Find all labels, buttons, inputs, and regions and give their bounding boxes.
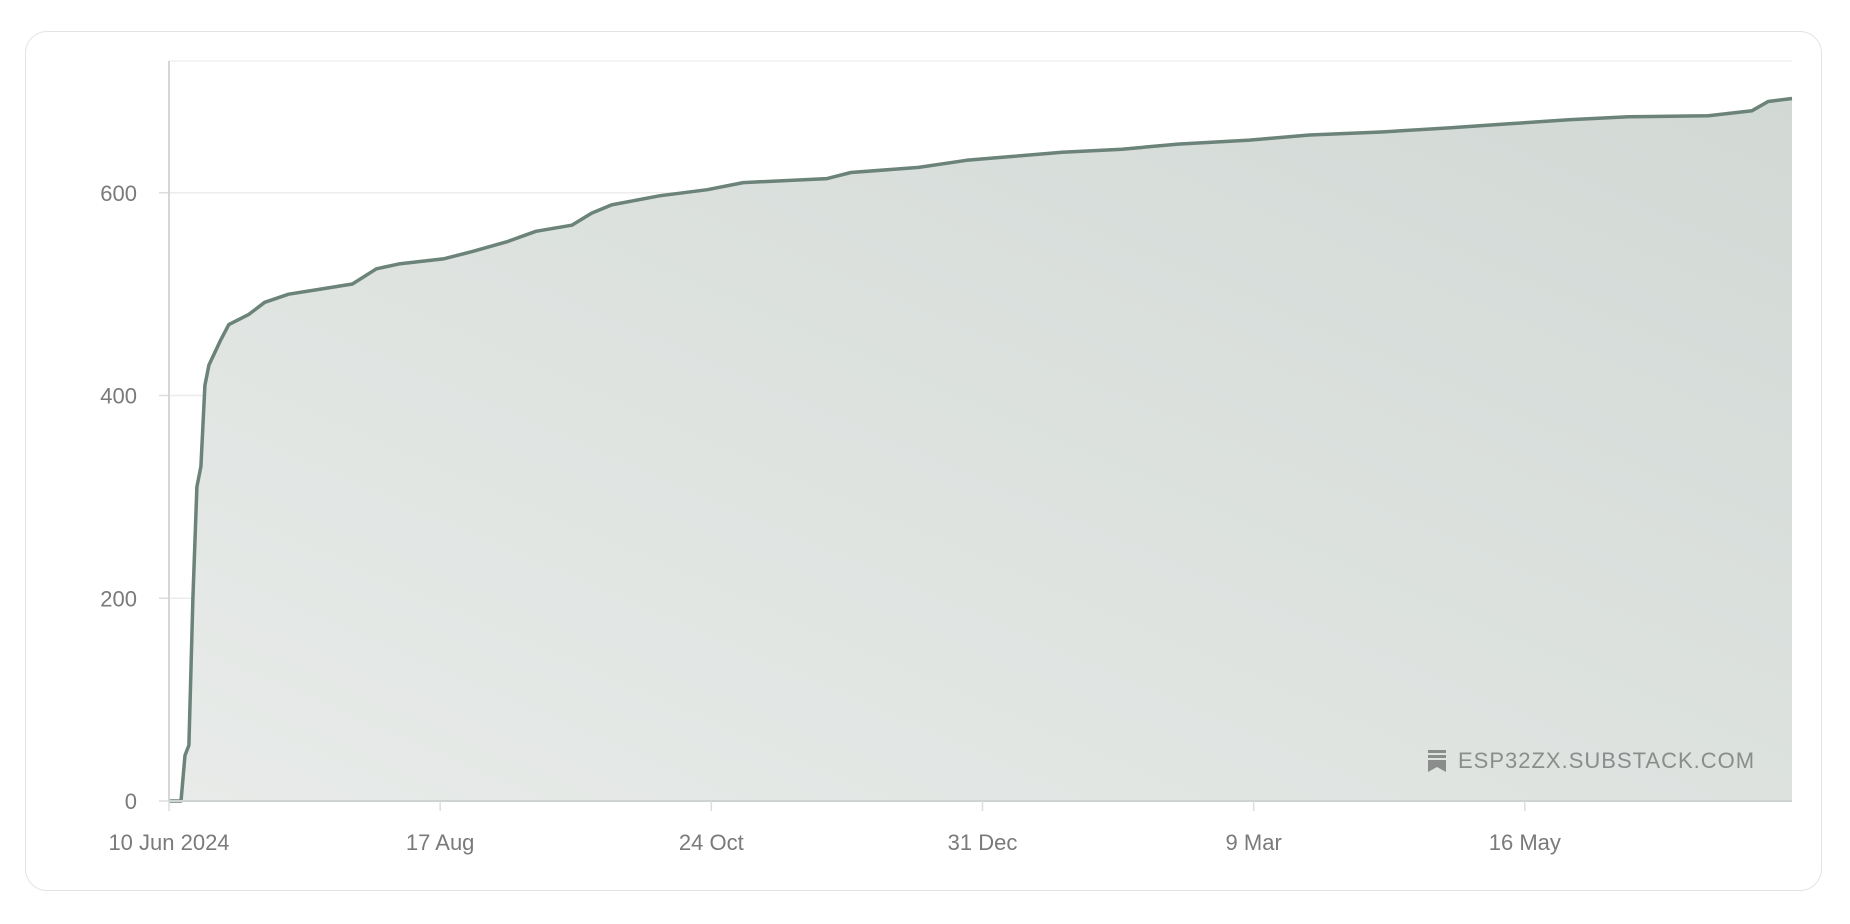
x-tick-label: 16 May [1489,830,1561,855]
x-tick-label: 9 Mar [1226,830,1282,855]
y-tick-label: 0 [125,789,137,814]
y-tick-label: 200 [100,586,137,611]
series-line [169,96,1793,803]
watermark-text: ESP32ZX.SUBSTACK.COM [1458,748,1756,773]
substack-bookmark-icon [1428,750,1446,772]
x-tick-label: 17 Aug [406,830,475,855]
x-tick-label: 10 Jun 2024 [108,830,229,855]
y-tick-label: 400 [100,384,137,409]
area-fill [169,98,1792,801]
watermark: ESP32ZX.SUBSTACK.COM [1428,748,1755,774]
x-tick-label: 31 Dec [948,830,1018,855]
x-tick-label: 24 Oct [679,830,744,855]
y-tick-label: 600 [100,181,137,206]
